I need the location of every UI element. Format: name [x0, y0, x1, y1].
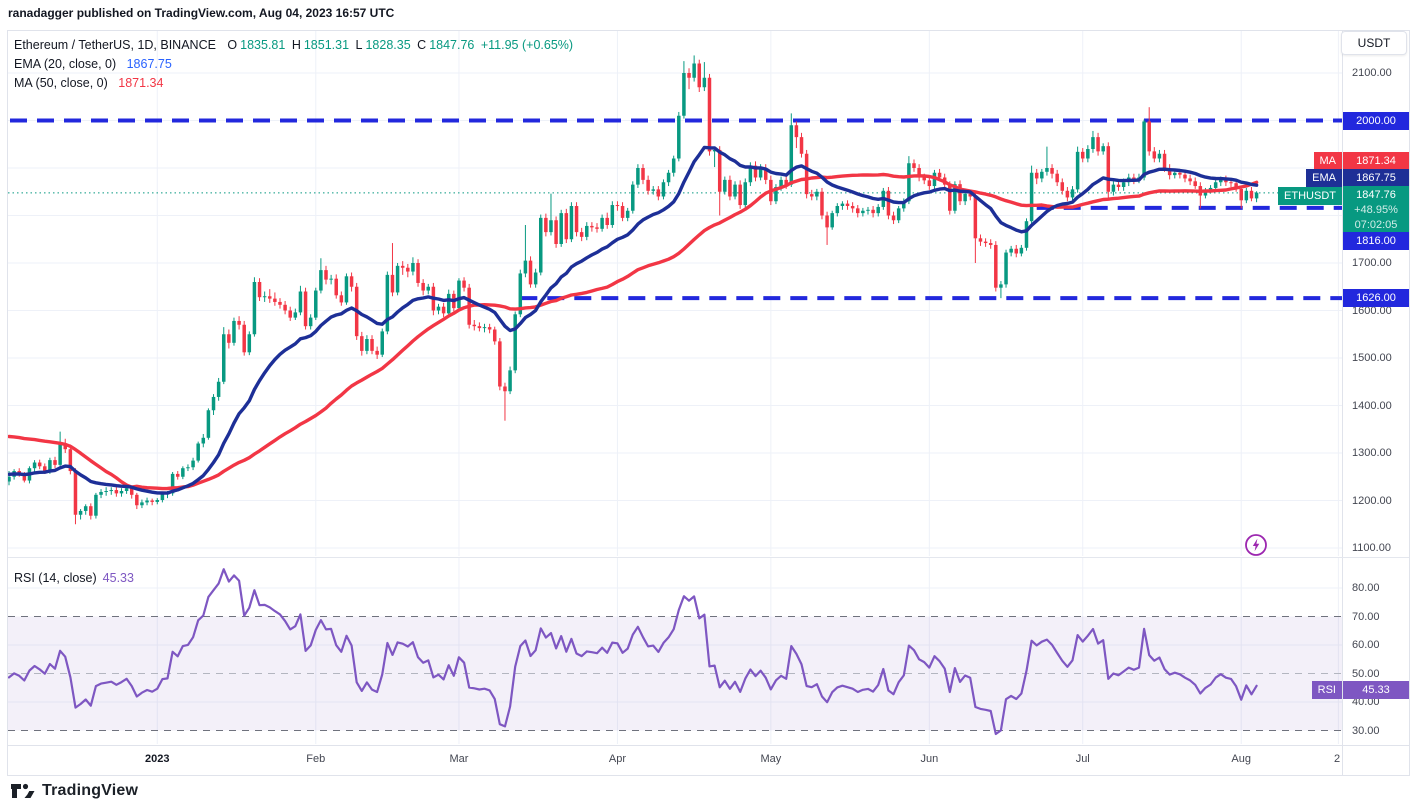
- rsi-axis-chip: RSI: [1311, 681, 1342, 699]
- change-value: +11.95 (+0.65%): [480, 38, 574, 52]
- level-badge-2000[interactable]: 2000.00: [1343, 111, 1409, 130]
- time-axis-label: Feb: [306, 753, 326, 765]
- clipped-time-label: 2: [1334, 753, 1341, 765]
- high-label: H: [291, 38, 301, 52]
- price-axis-divider: [1342, 31, 1343, 776]
- time-axis-label: Jun: [920, 753, 939, 765]
- symbol-legend-row[interactable]: Ethereum / TetherUS, 1D, BINANCE O 1835.8…: [14, 36, 576, 55]
- quick-trade-button[interactable]: [1244, 533, 1268, 557]
- low-value: 1828.35: [365, 38, 411, 52]
- main-legend: Ethereum / TetherUS, 1D, BINANCE O 1835.8…: [14, 36, 576, 93]
- ema20-line[interactable]: [8, 145, 1259, 495]
- ma-value: 1871.34: [118, 76, 164, 90]
- close-value: 1847.76: [429, 38, 475, 52]
- ma50-line[interactable]: [8, 172, 1259, 491]
- ema-label[interactable]: EMA (20, close, 0): [14, 57, 117, 71]
- rsi-axis-label: 50.00: [1352, 667, 1380, 680]
- time-axis-label: Mar: [449, 753, 469, 765]
- time-axis-label: 2023: [145, 753, 170, 765]
- close-label: C: [417, 38, 427, 52]
- price-axis-label: 1400.00: [1352, 399, 1392, 412]
- rsi-axis-label: 60.00: [1352, 639, 1380, 651]
- rsi-pane[interactable]: [8, 558, 1342, 744]
- rsi-axis-label: 70.00: [1352, 610, 1380, 623]
- main-pane[interactable]: [7, 31, 1342, 556]
- price-axis-label: 1600.00: [1352, 304, 1392, 317]
- ma-label[interactable]: MA (50, close, 0): [14, 76, 108, 90]
- ma-legend-row[interactable]: MA (50, close, 0) 1871.34: [14, 74, 576, 93]
- rsi-line[interactable]: [8, 568, 1258, 736]
- time-axis-label: Apr: [608, 753, 626, 765]
- price-axis-label: 1500.00: [1352, 352, 1392, 364]
- currency-toggle-button[interactable]: USDT: [1341, 31, 1407, 55]
- price-axis-label: 1200.00: [1352, 494, 1392, 507]
- high-value: 1851.31: [303, 38, 350, 52]
- ma-axis-chip: MA: [1313, 152, 1342, 170]
- level-badge-1816[interactable]: 1816.00: [1343, 232, 1409, 250]
- low-label: L: [355, 38, 363, 52]
- brand-name: TradingView: [42, 782, 139, 799]
- ema-axis-chip: EMA: [1306, 169, 1342, 187]
- rsi-axis-badge: 45.33: [1343, 681, 1409, 699]
- open-value: 1835.81: [240, 38, 286, 52]
- ma-axis-badge: 1871.34: [1343, 152, 1409, 170]
- rsi-axis-label: 30.00: [1352, 724, 1380, 737]
- lightning-icon: [1245, 534, 1267, 556]
- publish-attribution: ranadagger published on TradingView.com,…: [8, 6, 395, 20]
- rsi-axis-label: 80.00: [1352, 582, 1380, 594]
- ema-legend-row[interactable]: EMA (20, close, 0) 1867.75: [14, 55, 576, 74]
- time-axis-label: Aug: [1231, 753, 1252, 765]
- price-axis-label: 1100.00: [1352, 542, 1391, 554]
- level-badge-1626[interactable]: 1626.00: [1343, 289, 1409, 307]
- rsi-value: 45.33: [102, 571, 134, 585]
- pane-divider[interactable]: [8, 557, 1409, 558]
- symbol-axis-chip: ETHUSDT: [1278, 187, 1342, 205]
- time-axis-label: Jul: [1075, 753, 1090, 765]
- last-price-value: 1847.76: [1356, 189, 1396, 201]
- rsi-label[interactable]: RSI (14, close): [14, 571, 97, 585]
- tradingview-attribution[interactable]: TradingView: [10, 781, 138, 801]
- price-axis-label: 2100.00: [1352, 67, 1392, 79]
- symbol-title[interactable]: Ethereum / TetherUS, 1D, BINANCE: [14, 38, 216, 52]
- tradingview-logo-icon: [11, 783, 35, 798]
- time-axis-label: May: [760, 753, 782, 765]
- price-axis-label: 1700.00: [1352, 257, 1392, 269]
- price-axis-label: 1300.00: [1352, 447, 1392, 459]
- bar-countdown: 07:02:05: [1354, 219, 1398, 231]
- session-change-pct: +48.95%: [1354, 204, 1398, 216]
- last-price-badge[interactable]: 1847.76 +48.95% 07:02:05: [1343, 186, 1409, 235]
- rsi-axis-label: 40.00: [1352, 696, 1380, 708]
- rsi-legend[interactable]: RSI (14, close) 45.33: [14, 571, 134, 585]
- open-label: O: [227, 38, 238, 52]
- ema-value: 1867.75: [126, 57, 172, 71]
- ema-axis-badge: 1867.75: [1343, 169, 1409, 187]
- time-axis-divider: [8, 745, 1409, 746]
